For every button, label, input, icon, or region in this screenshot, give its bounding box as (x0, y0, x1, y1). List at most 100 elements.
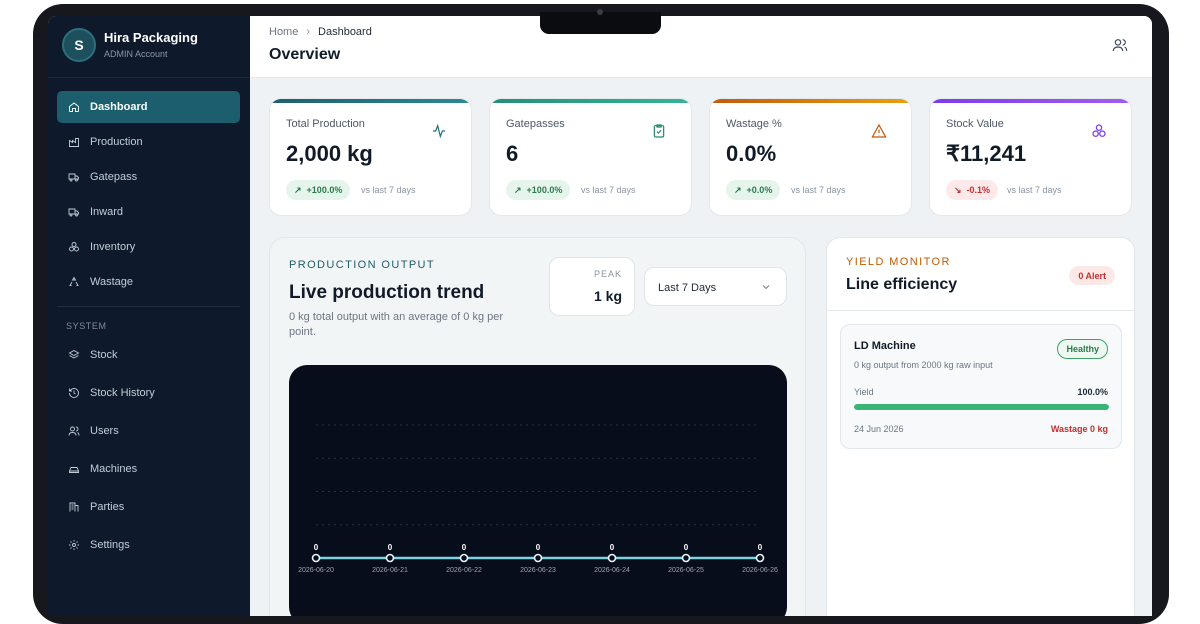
kpi-card-gatepasses: Gatepasses 6 ↗ +100.0% vs last 7 days (489, 98, 692, 216)
kpi-compare: vs last 7 days (581, 185, 636, 195)
data-point (311, 553, 321, 563)
data-label: 0 (536, 543, 541, 552)
nav-divider (57, 306, 240, 307)
breadcrumb-home[interactable]: Home (269, 26, 299, 38)
users-button[interactable] (1112, 37, 1130, 55)
history-icon (67, 386, 81, 400)
sidebar-item-label: Stock (90, 349, 118, 361)
yield-progress-track (854, 404, 1109, 410)
home-icon (67, 100, 81, 114)
kpi-label: Stock Value (946, 118, 1004, 130)
machine-card[interactable]: LD Machine 0 kg output from 2000 kg raw … (840, 324, 1122, 449)
data-label: 0 (610, 543, 615, 552)
data-point (459, 553, 469, 563)
sidebar-item-dashboard[interactable]: Dashboard (57, 91, 240, 123)
data-point (755, 553, 765, 563)
sidebar-item-stock-history[interactable]: Stock History (57, 377, 240, 409)
sidebar-item-stock[interactable]: Stock (57, 339, 240, 371)
sidebar-item-label: Stock History (90, 387, 155, 399)
gear-icon (67, 538, 81, 552)
peak-value: 1 kg (593, 288, 622, 304)
sidebar-item-wastage[interactable]: Wastage (57, 266, 240, 298)
x-tick-label: 2026-06-25 (668, 567, 704, 574)
sidebar-item-label: Machines (90, 463, 138, 475)
sidebar-item-label: Wastage (90, 276, 134, 288)
yield-monitor-panel: YIELD MONITOR Line efficiency 0 Alert LD… (826, 237, 1135, 616)
account-type: ADMIN Account (104, 49, 168, 59)
truck-icon (67, 205, 81, 219)
data-point (385, 553, 395, 563)
breadcrumb: Home › Dashboard (269, 26, 372, 38)
boxes-icon (1091, 123, 1107, 139)
panel-title: Live production trend (289, 282, 485, 303)
kpi-change-badge: ↗ +100.0% (506, 180, 571, 200)
data-point (607, 553, 617, 563)
chevron-down-icon (760, 281, 772, 293)
kpi-accent-bar (270, 99, 471, 103)
machine-icon (67, 462, 81, 476)
sidebar-item-label: Users (90, 425, 119, 437)
camera-notch (540, 12, 661, 34)
x-tick-label: 2026-06-21 (372, 567, 408, 574)
range-value: Last 7 Days (658, 282, 717, 294)
peak-label: PEAK (593, 269, 622, 279)
sidebar-item-inward[interactable]: Inward (57, 196, 240, 228)
breadcrumb-current: Dashboard (318, 26, 372, 38)
x-tick-label: 2026-06-24 (594, 567, 630, 574)
kpi-change-badge: ↗ +0.0% (726, 180, 781, 200)
production-chart: 0 2026-06-20 0 2026-06-21 0 2026-06-22 0 2026-0… (289, 365, 787, 616)
sidebar-item-parties[interactable]: Parties (57, 491, 240, 523)
panel-eyebrow: PRODUCTION OUTPUT (289, 259, 436, 271)
system-section-label: SYSTEM (66, 321, 107, 331)
avatar[interactable]: S (62, 28, 96, 62)
sidebar-item-label: Inward (90, 206, 124, 218)
sidebar-item-production[interactable]: Production (57, 126, 240, 158)
users-icon (67, 424, 81, 438)
sidebar-item-inventory[interactable]: Inventory (57, 231, 240, 263)
yield-value: 100.0% (1077, 387, 1108, 397)
sidebar-item-label: Inventory (90, 241, 136, 253)
yield-progress-fill (854, 404, 1109, 410)
brand-block: S Hira Packaging ADMIN Account (48, 16, 250, 78)
x-tick-label: 2026-06-26 (742, 567, 778, 574)
sidebar-item-label: Dashboard (90, 101, 148, 113)
recycle-icon (67, 275, 81, 289)
sidebar-item-gatepass[interactable]: Gatepass (57, 161, 240, 193)
range-select[interactable]: Last 7 Days (644, 267, 787, 306)
alert-badge: 0 Alert (1069, 266, 1115, 285)
kpi-label: Wastage % (726, 118, 782, 130)
sidebar-item-users[interactable]: Users (57, 415, 240, 447)
sidebar-item-machines[interactable]: Machines (57, 453, 240, 485)
truck-icon (67, 170, 81, 184)
activity-icon (431, 123, 447, 139)
data-label: 0 (684, 543, 689, 552)
kpi-accent-bar (930, 99, 1131, 103)
kpi-value: 0.0% (726, 141, 777, 166)
page-title: Overview (269, 46, 341, 63)
yield-label: Yield (854, 387, 874, 397)
machine-wastage: Wastage 0 kg (1050, 424, 1108, 434)
data-point (533, 553, 543, 563)
production-output-panel: PRODUCTION OUTPUT Live production trend … (269, 237, 806, 616)
panel-divider (827, 310, 1134, 311)
x-tick-label: 2026-06-23 (520, 567, 556, 574)
boxes-icon (67, 240, 81, 254)
kpi-card-total-production: Total Production 2,000 kg ↗ +100.0% vs l… (269, 98, 472, 216)
sidebar-item-label: Production (90, 136, 143, 148)
kpi-label: Gatepasses (506, 118, 565, 130)
building-icon (67, 500, 81, 514)
sidebar-item-label: Gatepass (90, 171, 138, 183)
data-label: 0 (314, 543, 319, 552)
kpi-change-badge: ↗ +100.0% (286, 180, 351, 200)
peak-card: PEAK 1 kg (549, 257, 635, 316)
top-header: Home › Dashboard Overview (250, 16, 1152, 78)
kpi-compare: vs last 7 days (361, 185, 416, 195)
sidebar-item-settings[interactable]: Settings (57, 529, 240, 561)
machine-desc: 0 kg output from 2000 kg raw input (854, 360, 993, 370)
sidebar: S Hira Packaging ADMIN Account Dashboard… (48, 16, 250, 616)
warning-icon (871, 123, 887, 139)
breadcrumb-separator: › (306, 26, 311, 38)
data-label: 0 (388, 543, 393, 552)
sidebar-item-label: Parties (90, 501, 125, 513)
kpi-value: 2,000 kg (286, 141, 373, 166)
